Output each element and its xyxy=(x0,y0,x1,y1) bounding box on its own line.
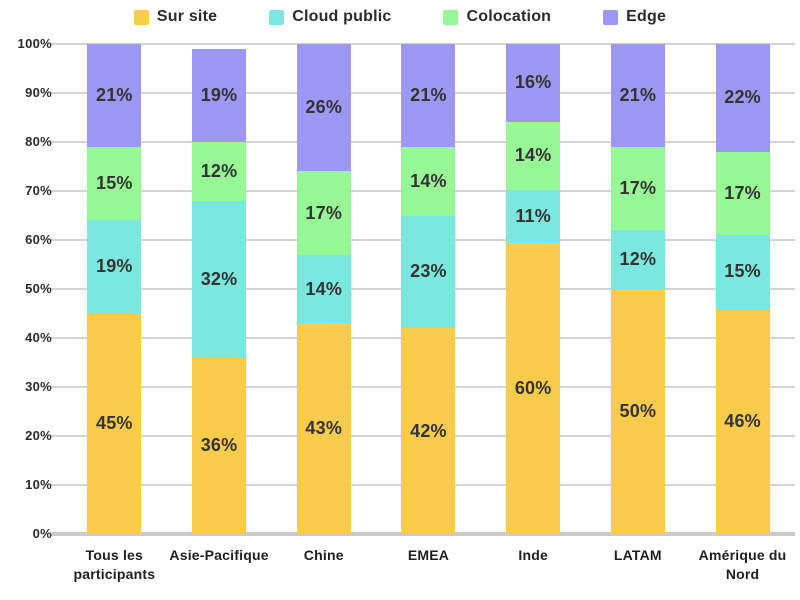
bar-2: 26% 17% 14% 43% xyxy=(296,44,351,534)
segment-3-3: 21% xyxy=(401,44,456,147)
segment-value-label: 15% xyxy=(724,261,761,282)
legend-label: Edge xyxy=(626,8,667,25)
x-axis-labels: Tous les participants Asie-Pacifique Chine… xyxy=(62,546,795,584)
y-tick-label: 20% xyxy=(25,428,52,443)
segment-0-1: 19% xyxy=(87,220,142,314)
x-label-3: EMEA xyxy=(407,547,450,563)
segment-6-3: 22% xyxy=(715,44,770,152)
segment-0-0: 45% xyxy=(87,313,142,534)
bar-4: 16% 14% 11% 60% xyxy=(506,44,561,534)
segment-value-label: 17% xyxy=(305,202,343,223)
segment-value-label: 36% xyxy=(200,435,238,456)
segment-1-3: 19% xyxy=(192,48,247,143)
legend-item-2: Colocation xyxy=(443,8,551,26)
legend-label: Cloud public xyxy=(292,8,392,25)
segment-value-label: 60% xyxy=(514,377,552,398)
segment-2-1: 14% xyxy=(296,254,351,324)
segment-1-1: 32% xyxy=(192,200,247,358)
legend-swatch-icon xyxy=(443,9,459,25)
segment-4-3: 16% xyxy=(506,44,561,122)
x-label-6: Amérique du Nord xyxy=(698,547,787,582)
segment-value-label: 23% xyxy=(410,261,447,282)
legend-swatch-icon xyxy=(269,9,285,25)
segment-value-label: 17% xyxy=(724,182,761,203)
segment-1-2: 12% xyxy=(192,142,247,201)
segment-3-1: 23% xyxy=(401,215,456,329)
segment-value-label: 42% xyxy=(410,420,447,441)
segment-value-label: 19% xyxy=(96,256,133,277)
x-label-4: Inde xyxy=(518,547,548,563)
segment-3-2: 14% xyxy=(401,146,456,216)
legend-label: Sur site xyxy=(156,8,218,25)
segment-value-label: 21% xyxy=(619,84,657,105)
segment-5-1: 12% xyxy=(610,230,665,289)
gridline-100 xyxy=(51,43,795,45)
plot-area: 21% 15% 19% 45% 19% 12% 32% 36% 26% 17% 14% 43% 21% 1… xyxy=(51,43,795,536)
segment-5-3: 21% xyxy=(610,44,665,147)
segment-1-0: 36% xyxy=(192,357,247,534)
y-tick-label: 40% xyxy=(25,330,52,345)
y-tick-label: 90% xyxy=(25,85,52,100)
segment-value-label: 16% xyxy=(514,72,552,93)
segment-value-label: 17% xyxy=(619,178,657,199)
segment-5-0: 50% xyxy=(610,289,665,534)
y-tick-label: 80% xyxy=(25,134,52,149)
segment-value-label: 22% xyxy=(724,87,761,108)
x-label-5: LATAM xyxy=(613,547,662,563)
y-tick-label: 30% xyxy=(25,379,52,394)
y-tick-label: 60% xyxy=(25,232,52,247)
segment-3-0: 42% xyxy=(401,328,456,534)
legend-swatch-icon xyxy=(133,9,149,25)
y-tick-label: 100% xyxy=(17,36,52,51)
segment-value-label: 12% xyxy=(200,160,238,181)
legend-item-3: Edge xyxy=(603,8,666,26)
y-tick-label: 0% xyxy=(32,526,52,541)
bar-5: 21% 17% 12% 50% xyxy=(610,44,665,534)
legend-label: Colocation xyxy=(466,8,552,25)
segment-2-3: 26% xyxy=(296,44,351,172)
gridline-0 xyxy=(51,532,795,536)
segment-value-label: 15% xyxy=(96,173,133,194)
bar-6: 22% 17% 15% 46% xyxy=(715,44,770,534)
legend-item-1: Cloud public xyxy=(269,8,391,26)
bar-1: 19% 12% 32% 36% xyxy=(192,48,247,534)
segment-value-label: 21% xyxy=(410,84,447,105)
segment-value-label: 50% xyxy=(619,401,657,421)
x-label-0: Tous les participants xyxy=(73,547,156,582)
segment-value-label: 12% xyxy=(619,249,657,270)
segment-value-label: 11% xyxy=(515,205,551,226)
x-label-1: Asie-Pacifique xyxy=(169,547,269,563)
segment-4-2: 14% xyxy=(506,121,561,190)
segment-6-1: 15% xyxy=(715,235,770,309)
segment-5-2: 17% xyxy=(610,146,665,231)
legend-swatch-icon xyxy=(603,9,619,25)
segment-value-label: 46% xyxy=(724,410,761,431)
bar-3: 21% 14% 23% 42% xyxy=(401,44,456,534)
legend-item-0: Sur site xyxy=(133,8,218,26)
segment-value-label: 43% xyxy=(305,418,343,439)
segment-value-label: 21% xyxy=(96,84,133,105)
bars-container: 21% 15% 19% 45% 19% 12% 32% 36% 26% 17% 14% 43% 21% 1… xyxy=(62,44,795,534)
segment-value-label: 32% xyxy=(200,268,238,289)
segment-4-1: 11% xyxy=(506,189,561,243)
segment-6-2: 17% xyxy=(715,151,770,236)
segment-value-label: 19% xyxy=(200,84,238,105)
y-tick-label: 70% xyxy=(25,183,52,198)
segment-value-label: 14% xyxy=(514,145,552,166)
segment-0-2: 15% xyxy=(87,146,142,221)
y-tick-label: 50% xyxy=(25,281,52,296)
segment-value-label: 14% xyxy=(305,278,343,299)
segment-6-0: 46% xyxy=(715,308,770,534)
segment-value-label: 26% xyxy=(305,97,343,118)
segment-2-2: 17% xyxy=(296,171,351,255)
bar-0: 21% 15% 19% 45% xyxy=(87,44,142,534)
x-label-2: Chine xyxy=(303,547,344,563)
segment-value-label: 45% xyxy=(96,413,133,434)
segment-value-label: 14% xyxy=(410,170,447,191)
segment-0-3: 21% xyxy=(87,44,142,147)
segment-4-0: 60% xyxy=(506,242,561,534)
chart-legend: Sur site Cloud public Colocation Edge xyxy=(0,8,800,26)
segment-2-0: 43% xyxy=(296,323,351,534)
y-tick-label: 10% xyxy=(25,477,52,492)
